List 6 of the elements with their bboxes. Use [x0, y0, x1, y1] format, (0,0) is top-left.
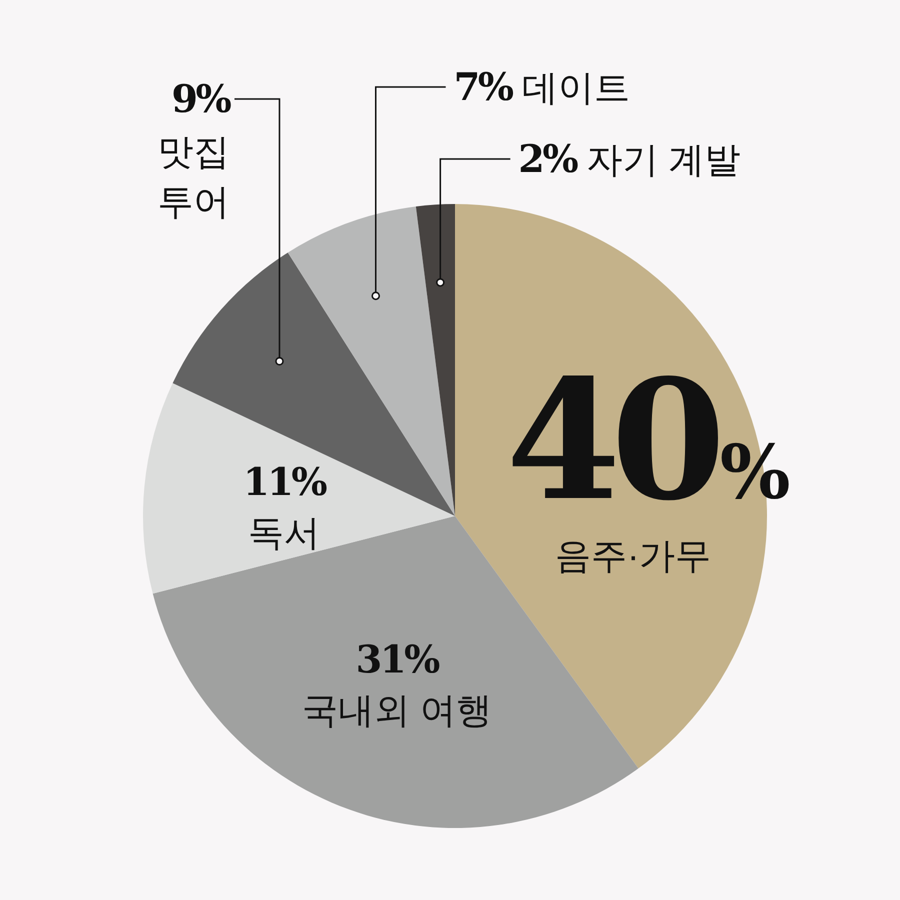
data-label: 7%	[454, 64, 514, 109]
slice-label: 데이트	[522, 67, 630, 108]
data-label: 2%	[518, 136, 578, 181]
data-label: 9%	[171, 76, 232, 121]
slice-label: 맛집 투어	[157, 131, 230, 222]
slice-label: 자기 계발	[586, 139, 740, 180]
